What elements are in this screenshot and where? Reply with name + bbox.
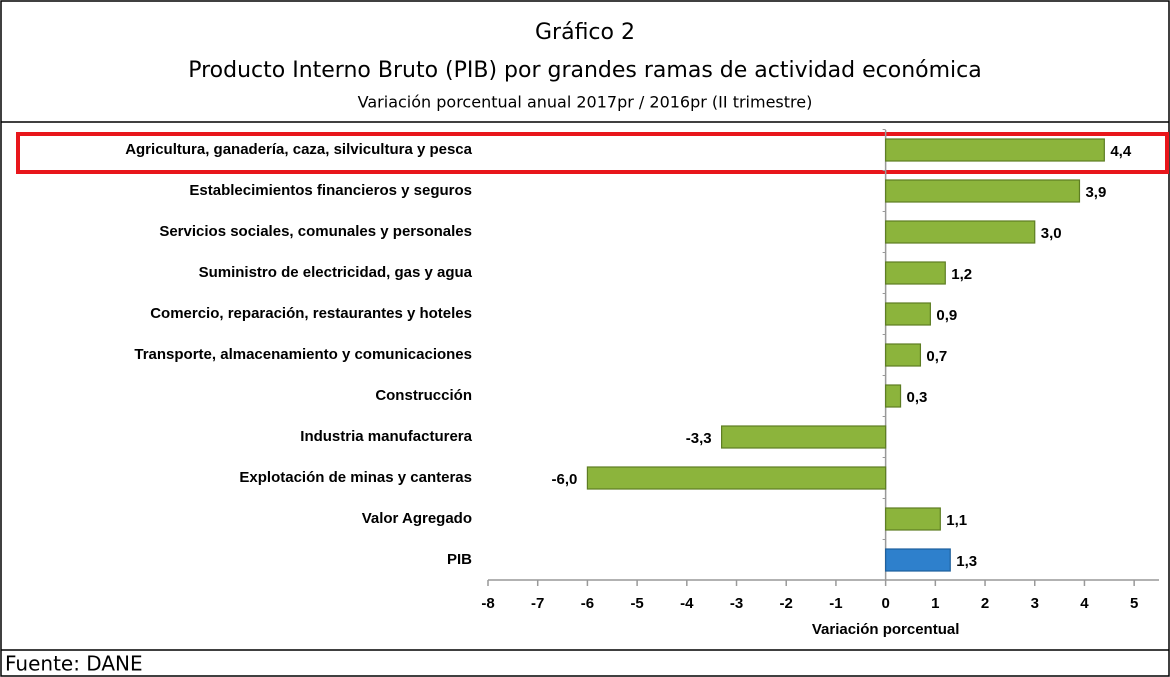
y-tick-label: Suministro de electricidad, gas y agua xyxy=(199,264,473,281)
x-tick-label: 2 xyxy=(981,595,989,612)
highlight-box xyxy=(16,132,1169,174)
x-tick-label: 3 xyxy=(1031,595,1039,612)
y-tick-label: Comercio, reparación, restaurantes y hot… xyxy=(150,305,472,322)
chart-subtitle: Producto Interno Bruto (PIB) por grandes… xyxy=(188,58,982,83)
source: Fuente: DANE xyxy=(5,652,143,676)
value-label: -6,0 xyxy=(552,471,578,488)
x-tick-label: -2 xyxy=(780,595,793,612)
value-label: 4,4 xyxy=(1110,143,1132,160)
value-label: 0,9 xyxy=(936,307,957,324)
value-label: 0,3 xyxy=(907,389,928,406)
bar xyxy=(885,507,941,531)
chart-title: Gráfico 2 xyxy=(535,20,635,45)
bar xyxy=(885,179,1081,203)
x-tick-label: -8 xyxy=(481,595,494,612)
bar xyxy=(885,302,931,326)
bar xyxy=(885,548,951,572)
x-tick-label: -6 xyxy=(581,595,594,612)
y-tick-label: Valor Agregado xyxy=(362,510,472,527)
x-tick-label: -3 xyxy=(730,595,743,612)
chart-note: Variación porcentual anual 2017pr / 2016… xyxy=(358,93,813,112)
y-tick-label: Transporte, almacenamiento y comunicacio… xyxy=(134,346,472,363)
y-tick-label: PIB xyxy=(447,551,472,568)
value-label: 1,2 xyxy=(951,266,972,283)
y-tick-label: Agricultura, ganadería, caza, silvicultu… xyxy=(125,141,472,158)
bar xyxy=(885,220,1036,244)
value-label: -3,3 xyxy=(686,430,712,447)
x-tick-label: 4 xyxy=(1080,595,1089,612)
value-label: 3,0 xyxy=(1041,225,1062,242)
value-label: 1,1 xyxy=(946,512,967,529)
y-tick-label: Servicios sociales, comunales y personal… xyxy=(159,223,472,240)
y-tick-label: Construcción xyxy=(375,387,472,404)
value-label: 0,7 xyxy=(926,348,947,365)
bar xyxy=(885,261,946,285)
y-tick-label: Establecimientos financieros y seguros xyxy=(189,182,472,199)
x-tick-label: 1 xyxy=(931,595,939,612)
x-axis-title: Variación porcentual xyxy=(812,621,960,638)
x-tick-label: -1 xyxy=(829,595,842,612)
x-tick-label: -7 xyxy=(531,595,544,612)
y-tick-label: Explotación de minas y canteras xyxy=(239,469,472,486)
x-tick-label: 0 xyxy=(881,595,889,612)
bar xyxy=(586,466,887,490)
y-tick-label: Industria manufacturera xyxy=(300,428,472,445)
bar xyxy=(885,138,1105,162)
x-tick-label: 5 xyxy=(1130,595,1138,612)
value-label: 1,3 xyxy=(956,553,977,570)
value-label: 3,9 xyxy=(1085,184,1106,201)
bar xyxy=(885,384,902,408)
bar xyxy=(885,343,922,367)
x-tick-label: -5 xyxy=(630,595,643,612)
bar xyxy=(721,425,887,449)
x-tick-label: -4 xyxy=(680,595,694,612)
